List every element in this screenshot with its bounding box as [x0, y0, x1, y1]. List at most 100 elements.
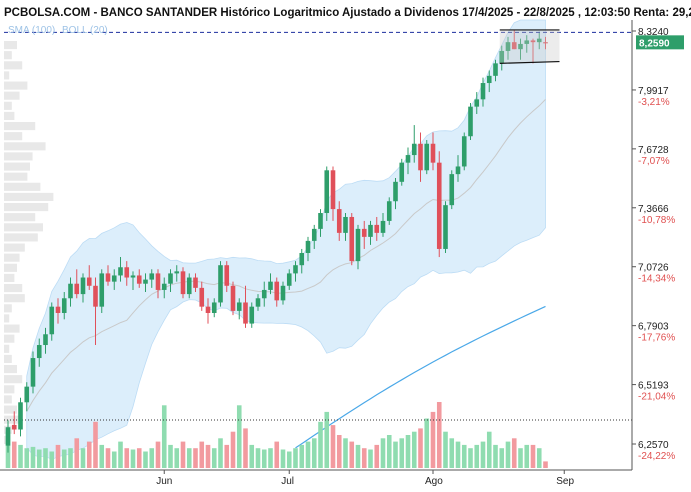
- candle-body: [111, 275, 117, 282]
- candle-body: [5, 427, 11, 446]
- last-price-label: 8,2590: [639, 38, 670, 49]
- candle-body: [93, 285, 98, 307]
- profile-bar: [4, 182, 41, 191]
- y-tick-percent: -21,04%: [638, 392, 675, 403]
- candle-body: [30, 358, 36, 387]
- candle-body: [249, 306, 255, 324]
- candle-body: [355, 228, 361, 262]
- volume-bar: [486, 431, 492, 468]
- candle-body: [499, 50, 505, 64]
- candle-body: [68, 283, 73, 299]
- volume-bar: [449, 438, 455, 468]
- volume-bar: [480, 441, 486, 468]
- candle-body: [430, 143, 436, 163]
- profile-bar: [4, 415, 20, 424]
- volume-bar: [499, 448, 505, 468]
- candle-body: [168, 273, 173, 284]
- volume-bar: [255, 448, 261, 468]
- y-tick-label: 6,2570: [638, 440, 669, 451]
- candle-body: [280, 285, 286, 301]
- x-tick-label: Jul: [281, 476, 294, 487]
- candle-body: [374, 224, 380, 233]
- volume-bar: [536, 448, 542, 468]
- candle-body: [536, 38, 542, 43]
- profile-bar: [4, 61, 23, 70]
- volume-bar: [49, 451, 55, 468]
- candle-body: [505, 42, 511, 51]
- candle-body: [518, 43, 523, 50]
- volume-bar: [18, 444, 23, 468]
- volume-bar: [224, 444, 230, 468]
- profile-bar: [4, 294, 25, 303]
- profile-bar: [4, 365, 17, 374]
- candle-body: [349, 216, 355, 262]
- candle-body: [305, 240, 311, 253]
- profile-bar: [4, 284, 23, 293]
- candle-body: [486, 75, 492, 84]
- profile-bar: [4, 132, 23, 141]
- candle-body: [268, 281, 273, 290]
- chart-title: PCBOLSA.COM - BANCO SANTANDER Histórico …: [4, 7, 691, 19]
- candle-body: [318, 213, 323, 229]
- candle-body: [118, 267, 123, 276]
- candle-body: [299, 252, 305, 266]
- volume-bar: [74, 438, 80, 468]
- candle-body: [361, 228, 367, 237]
- volume-bar: [218, 438, 223, 468]
- candle-body: [105, 273, 111, 282]
- profile-bar: [4, 324, 20, 333]
- y-tick-label: 6,5193: [638, 381, 669, 392]
- profile-bar: [4, 263, 17, 272]
- profile-bar: [4, 354, 12, 363]
- volume-bar: [493, 444, 498, 468]
- volume-bar: [124, 448, 130, 468]
- volume-bar: [455, 441, 461, 468]
- candle-body: [186, 277, 192, 295]
- candle-body: [74, 283, 80, 295]
- price-axis: 8,32400,84%7,9917-3,21%7,6728-7,07%7,366…: [0, 20, 684, 471]
- candle-body: [380, 220, 386, 233]
- volume-bar: [280, 449, 286, 468]
- volume-bar: [168, 444, 173, 468]
- profile-bar: [4, 334, 15, 343]
- volume-bar: [236, 405, 242, 468]
- volume-bar: [99, 444, 105, 468]
- candle-body: [24, 386, 30, 403]
- x-tick-label: Jun: [156, 476, 172, 487]
- candle-body: [86, 277, 92, 286]
- candle-body: [174, 271, 180, 274]
- candle-body: [393, 181, 398, 202]
- candle-body: [286, 273, 292, 286]
- y-tick-percent: -7,07%: [638, 156, 670, 167]
- candle-body: [205, 306, 211, 313]
- y-tick-label: 8,3240: [638, 27, 669, 38]
- profile-bar: [4, 111, 15, 120]
- candle-body: [218, 265, 223, 303]
- profile-bar: [4, 243, 25, 252]
- candle-body: [424, 143, 430, 171]
- volume-bar: [293, 448, 298, 468]
- volume-bar: [30, 446, 36, 468]
- candle-body: [49, 306, 55, 335]
- volume-bar: [118, 441, 123, 468]
- candle-body: [124, 267, 130, 278]
- bollinger-band: [26, 19, 546, 461]
- candle-body: [180, 271, 186, 295]
- profile-bar: [4, 71, 10, 80]
- volume-bar: [180, 441, 186, 468]
- profile-bar: [4, 395, 12, 404]
- volume-bar: [249, 444, 255, 468]
- volume-bar: [155, 441, 161, 468]
- candle-body: [18, 402, 23, 430]
- profile-bar: [4, 273, 15, 282]
- volume-bar: [399, 438, 405, 468]
- candles: [5, 29, 548, 453]
- channel-area: [499, 29, 560, 64]
- candle-body: [80, 277, 86, 295]
- candle-body: [236, 302, 242, 311]
- candle-body: [193, 277, 198, 288]
- candle-body: [524, 40, 530, 44]
- candle-body: [149, 273, 155, 280]
- candle-body: [143, 279, 148, 284]
